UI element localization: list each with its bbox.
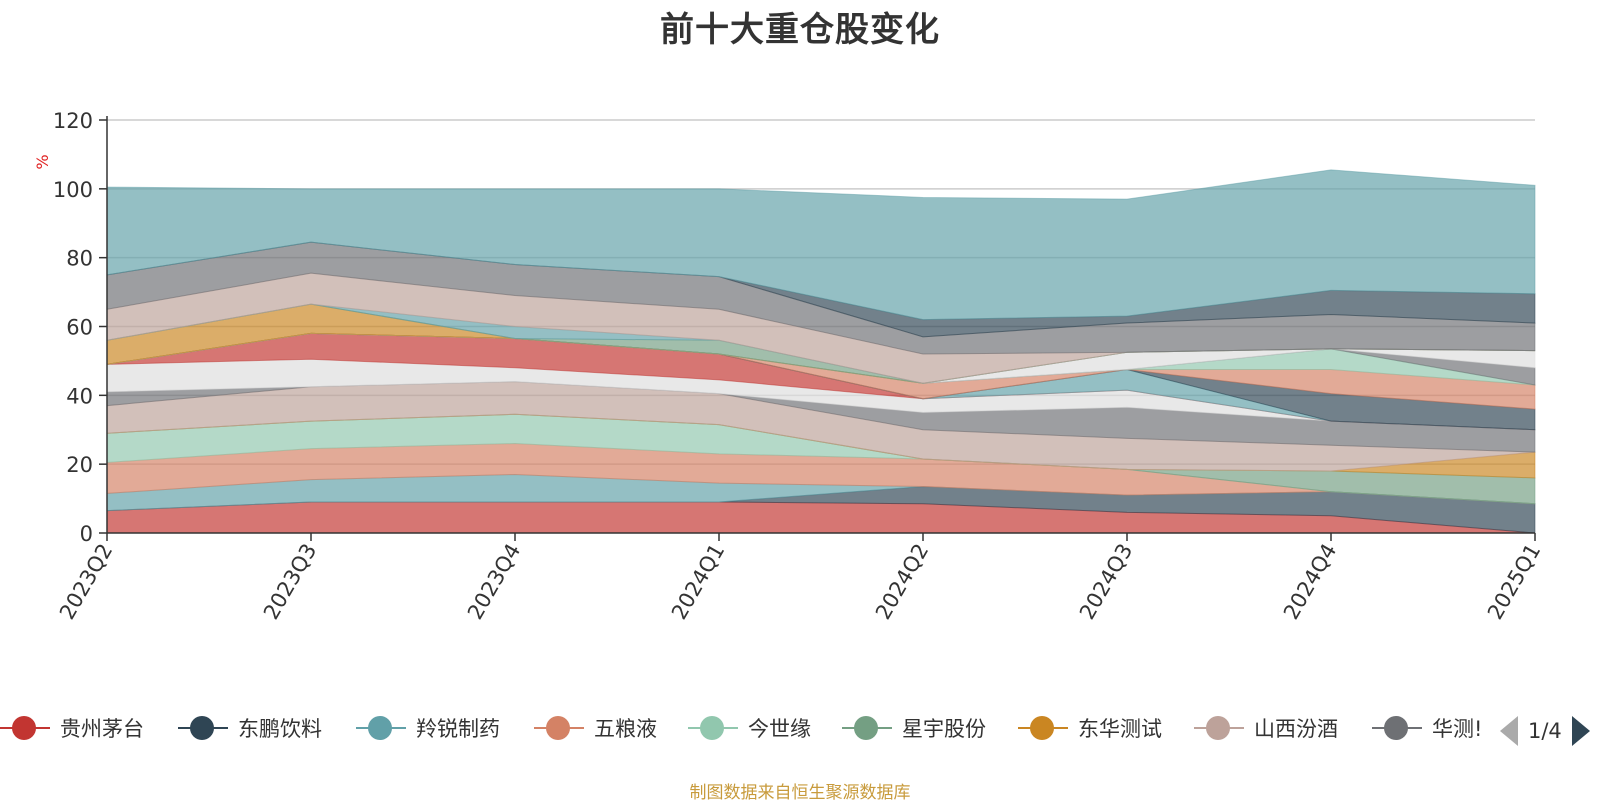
legend-item[interactable]: 东华测试 bbox=[1018, 710, 1162, 746]
legend-label: 星宇股份 bbox=[902, 717, 986, 741]
legend-marker-icon bbox=[1018, 713, 1068, 743]
chart-plot: 0 20 40 60 80 100 120 2023Q2 2023Q3 2023Q4 2024Q1 2… bbox=[33, 109, 1545, 624]
x-tick-label: 2025Q1 bbox=[1483, 540, 1545, 624]
y-tick-label: 100 bbox=[53, 178, 93, 202]
legend-label: 山西汾酒 bbox=[1254, 717, 1338, 741]
legend-label: 贵州茅台 bbox=[60, 717, 144, 741]
legend-label: 东华测试 bbox=[1078, 717, 1162, 741]
legend-item[interactable]: 贵州茅台 bbox=[0, 710, 144, 746]
legend-marker-icon bbox=[534, 713, 584, 743]
legend-label: 羚锐制药 bbox=[416, 717, 500, 741]
area-bands bbox=[106, 169, 1536, 534]
legend-item[interactable]: 东鹏饮料 bbox=[178, 710, 322, 746]
legend-marker-icon bbox=[178, 713, 228, 743]
legend-marker-icon bbox=[356, 713, 406, 743]
legend-marker-icon bbox=[842, 713, 892, 743]
y-tick-label: 40 bbox=[66, 384, 93, 408]
legend-pager: 1/4 bbox=[1500, 716, 1590, 746]
series-band bbox=[106, 169, 1536, 321]
legend-item[interactable]: 五粮液 bbox=[534, 710, 657, 746]
source-note: 制图数据来自恒生聚源数据库 bbox=[689, 783, 911, 803]
x-tick-label: 2023Q4 bbox=[463, 540, 525, 624]
x-tick-label: 2023Q3 bbox=[259, 540, 321, 624]
x-tick-label: 2024Q1 bbox=[667, 540, 729, 624]
chart-title: 前十大重仓股变化 bbox=[660, 10, 940, 50]
legend-item[interactable]: 华测! bbox=[1372, 710, 1480, 746]
legend-marker-icon bbox=[1372, 713, 1422, 743]
y-tick-label: 80 bbox=[66, 247, 93, 271]
legend-marker-icon bbox=[688, 713, 738, 743]
x-tick-label: 2024Q3 bbox=[1075, 540, 1137, 624]
x-tick-label: 2024Q2 bbox=[871, 540, 933, 624]
legend-label: 华测! bbox=[1432, 717, 1480, 741]
legend-marker-icon bbox=[0, 713, 50, 743]
prev-page-icon[interactable] bbox=[1500, 716, 1518, 746]
x-tick-label: 2024Q4 bbox=[1279, 540, 1341, 624]
next-page-icon[interactable] bbox=[1571, 716, 1590, 746]
y-tick-label: 20 bbox=[66, 453, 93, 477]
y-tick-label: 0 bbox=[80, 522, 93, 546]
page-indicator: 1/4 bbox=[1528, 719, 1562, 743]
legend-label: 五粮液 bbox=[594, 717, 657, 741]
legend-item[interactable]: 羚锐制药 bbox=[356, 710, 500, 746]
y-axis-label: % bbox=[33, 154, 52, 169]
y-tick-label: 120 bbox=[53, 109, 93, 133]
legend: 贵州茅台 东鹏饮料 羚锐制药 五粮液 今世缘 星宇股份 东华测试 山西汾酒 华测! bbox=[0, 710, 1480, 750]
legend-item[interactable]: 星宇股份 bbox=[842, 710, 986, 746]
legend-label: 今世缘 bbox=[748, 717, 811, 741]
legend-item[interactable]: 今世缘 bbox=[688, 710, 811, 746]
y-tick-label: 60 bbox=[66, 316, 93, 340]
legend-label: 东鹏饮料 bbox=[238, 717, 322, 741]
legend-marker-icon bbox=[1194, 713, 1244, 743]
x-tick-label: 2023Q2 bbox=[55, 540, 117, 624]
legend-item[interactable]: 山西汾酒 bbox=[1194, 710, 1338, 746]
